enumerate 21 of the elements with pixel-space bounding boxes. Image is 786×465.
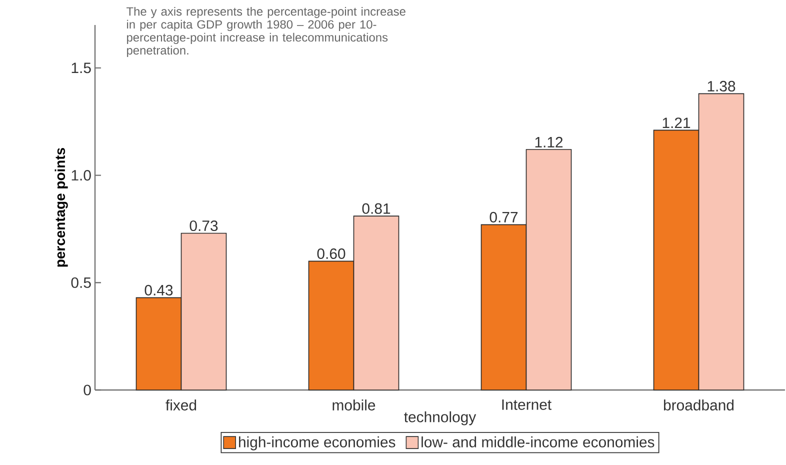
legend-label: low- and middle-income economies [422,436,654,448]
data-label: 0.43 [144,284,173,296]
x-tick-label: fixed [166,400,196,410]
data-label: 0.60 [317,248,346,259]
y-tick-label: 1.0 [72,170,91,181]
data-label: 0.77 [490,212,518,222]
data-label: 1.12 [535,136,563,148]
data-label: 0.73 [190,220,218,232]
data-label: 0.81 [362,203,390,214]
data-label: 1.21 [662,118,690,128]
x-tick-label: Internet [502,400,552,410]
x-tick-label: mobile [332,400,376,410]
y-tick-label: 1.5 [72,62,91,74]
annotation: The y axis represents the percentage-point increase in per capita GDP growth 1980 – 2006 per 10-percentage-point increase in telecommunications penetration. [126,6,406,57]
y-axis-title: percentage points [54,148,68,267]
legend-label: high-income economies [239,436,396,450]
y-tick-label: 0.5 [71,277,91,288]
x-axis-title: technology [404,411,476,426]
x-tick-label: broadband [664,400,734,410]
data-label: 1.38 [708,80,736,92]
y-tick-label: 0 [84,384,91,396]
